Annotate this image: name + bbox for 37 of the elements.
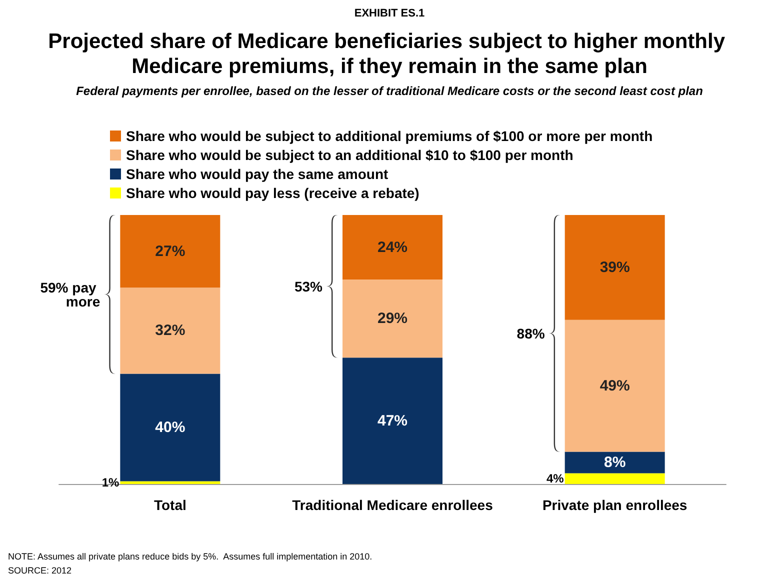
data-label: 32% bbox=[155, 322, 186, 340]
legend-label: Share who would be subject to additional premiums of $100 or more per month bbox=[126, 128, 653, 144]
legend-label: Share who would pay less (receive a rebate) bbox=[126, 185, 420, 201]
data-label: 4% bbox=[546, 472, 564, 486]
data-label: 49% bbox=[600, 377, 630, 394]
bar bbox=[120, 215, 220, 288]
data-label: 47% bbox=[377, 412, 408, 430]
source-note: SOURCE: 2012 bbox=[8, 566, 72, 576]
data-label: 40% bbox=[155, 419, 186, 436]
bar bbox=[564, 452, 665, 474]
bar bbox=[564, 215, 665, 320]
data-label: 24% bbox=[377, 238, 408, 256]
bar bbox=[342, 215, 442, 280]
bar bbox=[120, 374, 220, 482]
chart-title: Projected share of Medicare beneficiaries subject to higher monthly Medicare premiums, if they remain in the same plan bbox=[48, 30, 731, 78]
bar bbox=[120, 481, 220, 484]
data-label: 39% bbox=[600, 258, 630, 276]
chart-subtitle: Federal payments per enrollee, based on the lesser of traditional Medicare costs or the second least cost plan bbox=[76, 84, 703, 98]
annotation: 53% bbox=[294, 278, 324, 294]
annotation: 88% bbox=[516, 325, 546, 342]
bar bbox=[342, 358, 442, 484]
annotation: 59% pay more bbox=[40, 279, 100, 310]
legend-label: Share who would pay the same amount bbox=[126, 166, 388, 182]
bar bbox=[120, 288, 220, 374]
text: EXHIBIT ES.1 bbox=[354, 8, 425, 20]
data-label: 1% bbox=[102, 476, 120, 490]
bar bbox=[564, 320, 665, 452]
bar bbox=[342, 280, 442, 358]
data-label: 29% bbox=[377, 310, 408, 328]
data-label: 8% bbox=[604, 454, 626, 471]
bar bbox=[564, 473, 665, 484]
legend-label: Share who would be subject to an additional $10 to $100 per month bbox=[126, 147, 574, 163]
x-tick-label: Private plan enrollees bbox=[542, 497, 688, 513]
x-tick-label: Total bbox=[154, 497, 186, 513]
data-label: 27% bbox=[155, 242, 186, 260]
text: NOTE: Assumes all private plans reduce bids by 5%. Assumes full implementation in 2010. bbox=[8, 552, 372, 562]
x-tick-label: Traditional Medicare enrollees bbox=[292, 497, 494, 513]
